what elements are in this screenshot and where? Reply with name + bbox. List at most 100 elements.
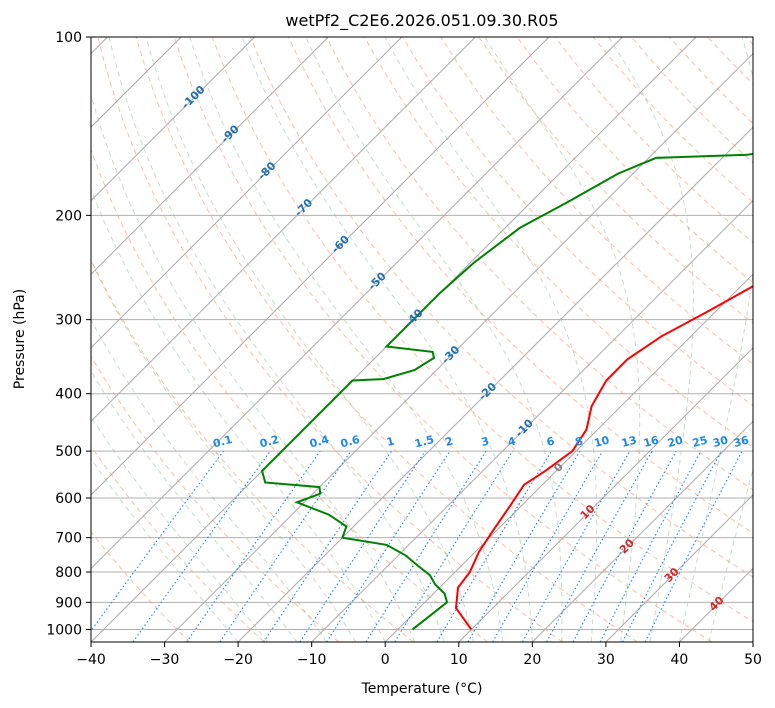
- mixing-ratio-label: 0.4: [308, 433, 331, 451]
- moist-adiabat-line: [384, 37, 598, 642]
- mixing-ratio-line: [546, 450, 653, 642]
- mixing-ratio-label: 2: [444, 434, 455, 449]
- isotherm-line: [91, 37, 329, 275]
- dry-adiabat-line: [91, 148, 489, 642]
- plot-area: [91, 37, 753, 642]
- isotherm-label: 30: [662, 565, 682, 585]
- moist-adiabat-line: [91, 415, 268, 642]
- isotherm-line: [458, 347, 753, 642]
- mixing-ratio-lines: [91, 450, 743, 642]
- x-tick-label: 0: [381, 652, 390, 668]
- mixing-ratio-line: [394, 450, 514, 642]
- dry-adiabat-line: [249, 37, 753, 578]
- isotherms: [91, 37, 753, 642]
- y-tick-label: 100: [55, 30, 82, 46]
- dry-adiabat-line: [91, 258, 414, 642]
- y-tick-label: 1000: [46, 622, 82, 638]
- isotherm-line: [91, 37, 550, 496]
- isotherm-line: [164, 52, 753, 642]
- overlay-labels: -100-90-80-70-60-50-40-30-20-10010203040…: [179, 83, 751, 614]
- sounding-profiles: [260, 152, 753, 631]
- mixing-ratio-label: 20: [666, 433, 684, 450]
- mixing-ratio-line: [132, 450, 271, 642]
- mixing-ratio-label: 16: [642, 433, 660, 450]
- dry-adiabat-line: [745, 37, 753, 46]
- mixing-ratio-label: 0.2: [258, 433, 280, 451]
- moist-adiabat-line: [608, 37, 694, 642]
- mixing-ratio-label: 3: [480, 434, 491, 449]
- isotherm-label: -80: [255, 159, 278, 182]
- y-tick-label: 400: [55, 387, 82, 403]
- mixing-ratio-line: [299, 450, 426, 642]
- dry-adiabat-line: [211, 37, 753, 623]
- isotherm-line: [384, 273, 753, 642]
- isotherm-label: -50: [366, 269, 389, 292]
- mixing-ratio-line: [91, 450, 224, 632]
- dry-adiabat-line: [669, 37, 753, 125]
- moist-adiabat-line: [91, 259, 357, 642]
- mixing-ratio-line: [186, 450, 321, 642]
- isotherm-label: -10: [513, 416, 536, 439]
- moist-adiabat-line: [708, 467, 753, 642]
- isotherm-label: -100: [179, 83, 208, 112]
- isotherm-line: [531, 420, 753, 642]
- y-tick-label: 800: [55, 565, 82, 581]
- dry-adiabat-line: [97, 37, 563, 642]
- dry-adiabat-line: [516, 37, 753, 284]
- dry-adiabat-line: [135, 37, 638, 642]
- mixing-ratio-line: [219, 450, 352, 642]
- isotherm-line: [237, 126, 753, 642]
- mixing-ratio-line: [365, 450, 487, 642]
- x-tick-label: 30: [597, 652, 615, 668]
- mixing-ratio-label: 1.5: [413, 433, 435, 451]
- mixing-ratio-line: [436, 450, 552, 642]
- dry-adiabat-line: [554, 37, 753, 244]
- x-tick-label: −40: [76, 652, 106, 668]
- mixing-ratio-label: 30: [711, 433, 729, 450]
- x-tick-label: −10: [297, 652, 327, 668]
- isotherm-line: [752, 641, 753, 642]
- mixing-ratio-line: [522, 450, 631, 642]
- y-tick-label: 900: [55, 595, 82, 611]
- isotherm-line: [91, 37, 403, 349]
- y-tick-label: 200: [55, 208, 82, 224]
- x-tick-label: −30: [150, 652, 180, 668]
- dry-adiabat-line: [402, 37, 753, 407]
- mixing-ratio-label: 1: [385, 434, 396, 449]
- y-tick-label: 300: [55, 313, 82, 329]
- pressure-gridlines: [91, 37, 753, 630]
- isotherm-label: 10: [578, 502, 598, 522]
- isotherm-line: [605, 494, 753, 642]
- moist-adiabat-line: [484, 37, 641, 642]
- moist-adiabat-line: [108, 37, 445, 642]
- temperature-profile-line: [454, 285, 753, 630]
- mixing-ratio-label: 6: [545, 434, 556, 449]
- dry-adiabat-line: [91, 445, 265, 642]
- mixing-ratio-line: [644, 450, 743, 642]
- dry-adiabat-line: [707, 37, 753, 85]
- y-axis-ticks: 100 200 300 400 500 600 700 800 900 1000: [46, 30, 91, 638]
- moist-adiabats: [91, 37, 753, 642]
- x-tick-label: 50: [744, 652, 762, 668]
- isotherm-label: -60: [329, 233, 352, 256]
- x-axis-label: Temperature (°C): [361, 681, 483, 697]
- x-axis-ticks: −40 −30 −20 −10 0 10 20 30 40 50: [76, 642, 762, 668]
- dewpoint-profile-line: [260, 152, 753, 631]
- dry-adiabats: [91, 37, 753, 642]
- isotherm-label: -90: [219, 122, 242, 145]
- isotherm-line: [91, 37, 476, 423]
- mixing-ratio-line: [326, 450, 451, 642]
- moist-adiabat-line: [305, 37, 563, 642]
- dry-adiabat-line: [91, 355, 340, 642]
- mixing-ratio-label: 0.6: [339, 433, 362, 451]
- isotherm-label: -20: [476, 380, 499, 403]
- mixing-ratio-line: [263, 450, 392, 642]
- x-tick-label: 20: [523, 652, 541, 668]
- mixing-ratio-line: [572, 450, 677, 642]
- isotherm-line: [679, 567, 753, 642]
- moist-adiabat-line: [145, 37, 474, 642]
- x-tick-label: 40: [671, 652, 689, 668]
- mixing-ratio-line: [467, 450, 581, 642]
- mixing-ratio-label: 8: [574, 434, 585, 449]
